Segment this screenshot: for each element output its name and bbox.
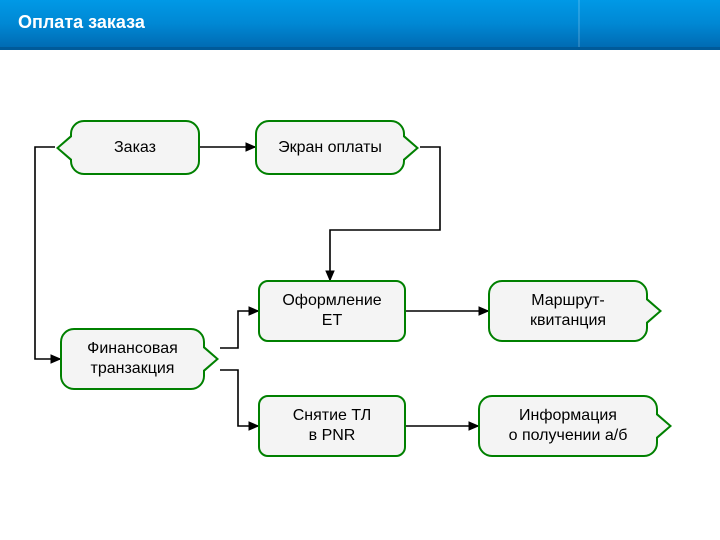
flowchart-canvas: Заказ Экран оплаты Финансоваятранзакция … — [0, 50, 720, 540]
node-payscreen: Экран оплаты — [255, 120, 405, 175]
node-receipt: Маршрут-квитанция — [488, 280, 648, 342]
node-pnr: Снятие ТЛв PNR — [258, 395, 406, 457]
node-et: ОформлениеЕТ — [258, 280, 406, 342]
node-order: Заказ — [70, 120, 200, 175]
page-title-bar: Оплата заказа — [0, 0, 720, 50]
page-title: Оплата заказа — [18, 12, 145, 32]
node-fintrans: Финансоваятранзакция — [60, 328, 205, 390]
node-info: Информацияо получении а/б — [478, 395, 658, 457]
